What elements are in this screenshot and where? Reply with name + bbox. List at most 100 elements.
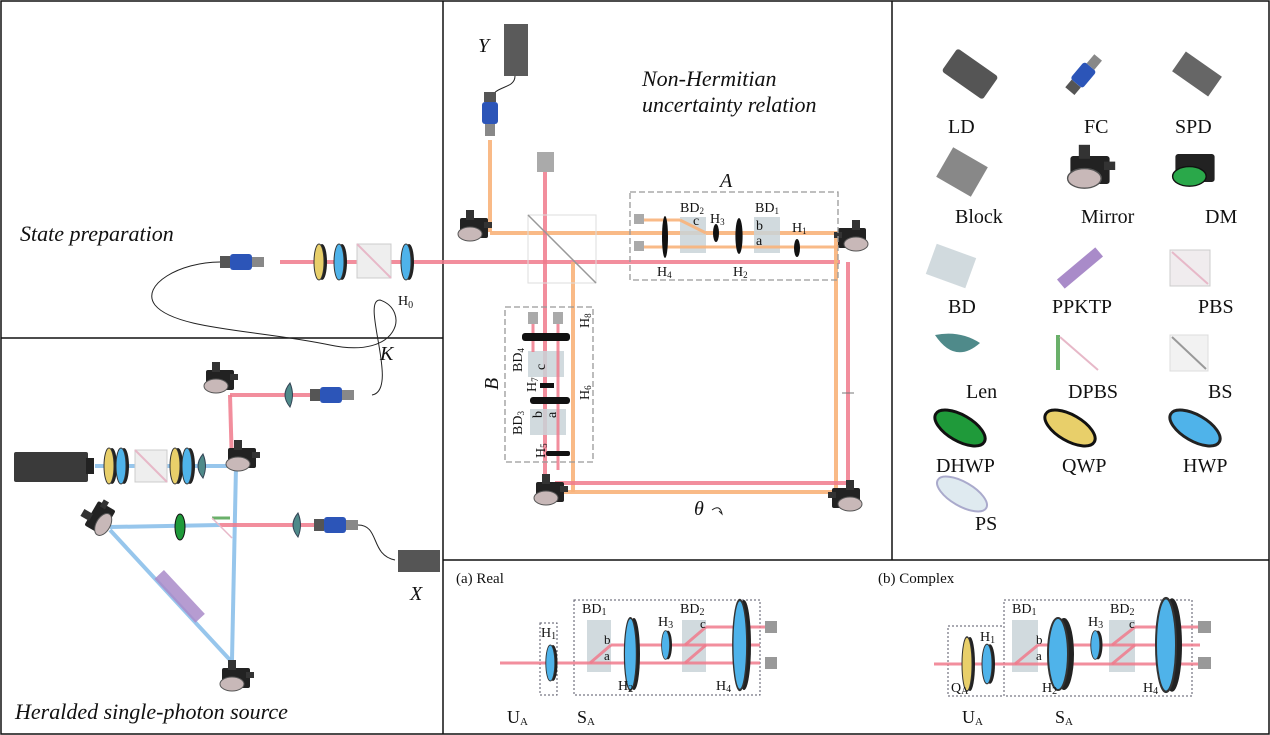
heralded-source-title: Heralded single-photon source [14,699,288,724]
half-wave-plate-icon [546,451,570,456]
beam-block-icon [553,312,563,324]
detector-y-label: Y [478,35,491,57]
path-c-label: c [1129,616,1135,631]
half-wave-plate-icon [981,643,996,685]
h2-label: H2 [733,265,748,280]
path-c-label: c [700,616,706,631]
half-wave-plate-icon [1154,596,1184,694]
h3-label: H3 [710,212,725,227]
dichroic-hwp-icon [174,513,186,541]
ppktp-crystal-icon [154,569,205,623]
ua-label: UA [507,707,528,728]
beam-splitter-icon [527,214,597,284]
complex-measurement-panel: (b) Complex H1 QA BD1 H3 BD2 H2 H4 b a c… [878,571,1211,728]
ua-label: UA [962,707,983,728]
legend-label-dm: DM [1205,206,1237,228]
h1-label: H1 [980,630,995,646]
h4-label: H4 [716,679,731,695]
quarter-wave-plate-icon [169,447,184,485]
sa-label: SA [1055,707,1073,728]
path-a-label: a [1036,648,1042,663]
legend-label-bs: BS [1208,381,1232,403]
single-photon-detector-icon [1172,51,1222,97]
optical-fiber [151,261,397,396]
rotation-arrow-icon [711,507,723,516]
beam-displacer-icon [925,243,977,289]
h0-label: H0 [398,294,413,311]
bd3-label: BD3 [511,411,526,435]
bd4-label: BD4 [511,348,526,372]
legend-label-mirror: Mirror [1081,206,1135,228]
legend-label-qwp: QWP [1062,455,1106,477]
ppktp-crystal-icon [1056,247,1104,289]
dichroic-pbs-icon [211,516,233,539]
dichroic-pbs-icon [1056,335,1099,371]
quarter-wave-plate-icon [103,447,118,485]
lens-icon [935,333,980,353]
path-b-label: b [756,219,763,234]
beam-block-icon [765,621,777,633]
phase-shifter-icon [936,475,988,513]
beam-block-icon [634,214,644,224]
bd2-label: BD2 [680,201,704,216]
legend-label-len: Len [966,381,997,403]
legend-label-block: Block [955,206,1003,228]
laser-diode-icon [942,49,998,99]
beam-block-icon [537,152,554,172]
half-wave-plate-icon [794,239,800,257]
bd2-label: BD2 [1110,602,1134,618]
beam-splitter-icon [1169,334,1209,372]
half-wave-plate-icon [1090,630,1103,660]
box-a-label: A [718,170,733,192]
half-wave-plate-icon [333,243,348,281]
measurement-box-a: A BD2 BD1 H3 H1 H4 H2 c b a [629,170,839,281]
dichroic-mirror-icon [1171,154,1215,187]
quarter-wave-plate-icon [961,636,976,692]
mirror-icon [457,209,493,242]
h8-label: H8 [578,313,593,328]
fiber-coupler-icon [314,517,358,533]
fiber-coupler-icon [1063,52,1105,97]
half-wave-plate-icon [530,397,570,404]
legend-label-dpbs: DPBS [1068,381,1118,403]
half-wave-plate-icon [662,216,668,258]
path-a-label: a [545,411,560,418]
state-preparation-panel: State preparation H0 K [20,221,840,396]
h2-label: H2 [1042,681,1057,697]
qa-label: QA [951,681,969,697]
path-c-label: c [693,214,699,229]
half-wave-plate-icon [731,598,753,692]
box-b-label: B [481,378,503,390]
polarizing-beam-splitter-icon [1169,249,1211,287]
path-b-label: b [604,632,611,647]
detector-x-label: X [409,583,423,605]
uncertainty-title-line1: Non-Hermitian [641,66,776,91]
mirror-icon [219,659,255,692]
h6-label: H6 [578,385,593,400]
h4-label: H4 [657,265,672,280]
polarizing-beam-splitter-icon [134,449,168,483]
legend-label-dhwp: DHWP [936,455,995,477]
bd1-label: BD1 [755,201,779,216]
uncertainty-panel: Non-Hermitian uncertainty relation Y θ A [457,24,869,520]
legend-label-ps: PS [975,513,997,535]
half-wave-plate-icon [115,447,130,485]
single-photon-detector-x [398,550,440,572]
dichroic-hwp-icon [933,408,987,448]
half-wave-plate-h0-icon [400,243,415,281]
h5-label: H5 [534,443,549,458]
beam-block-icon [1198,657,1211,669]
half-wave-plate-icon [540,383,554,388]
sa-label: SA [577,707,595,728]
fiber-coupler-icon [482,92,498,136]
beam-block-icon [1198,621,1211,633]
bd1-label: BD1 [582,602,606,618]
beam-block-icon [528,312,538,324]
half-wave-plate-icon [1047,617,1075,691]
state-preparation-title: State preparation [20,221,174,246]
path-a-label: a [604,648,610,663]
legend-label-ppktp: PPKTP [1052,296,1112,318]
